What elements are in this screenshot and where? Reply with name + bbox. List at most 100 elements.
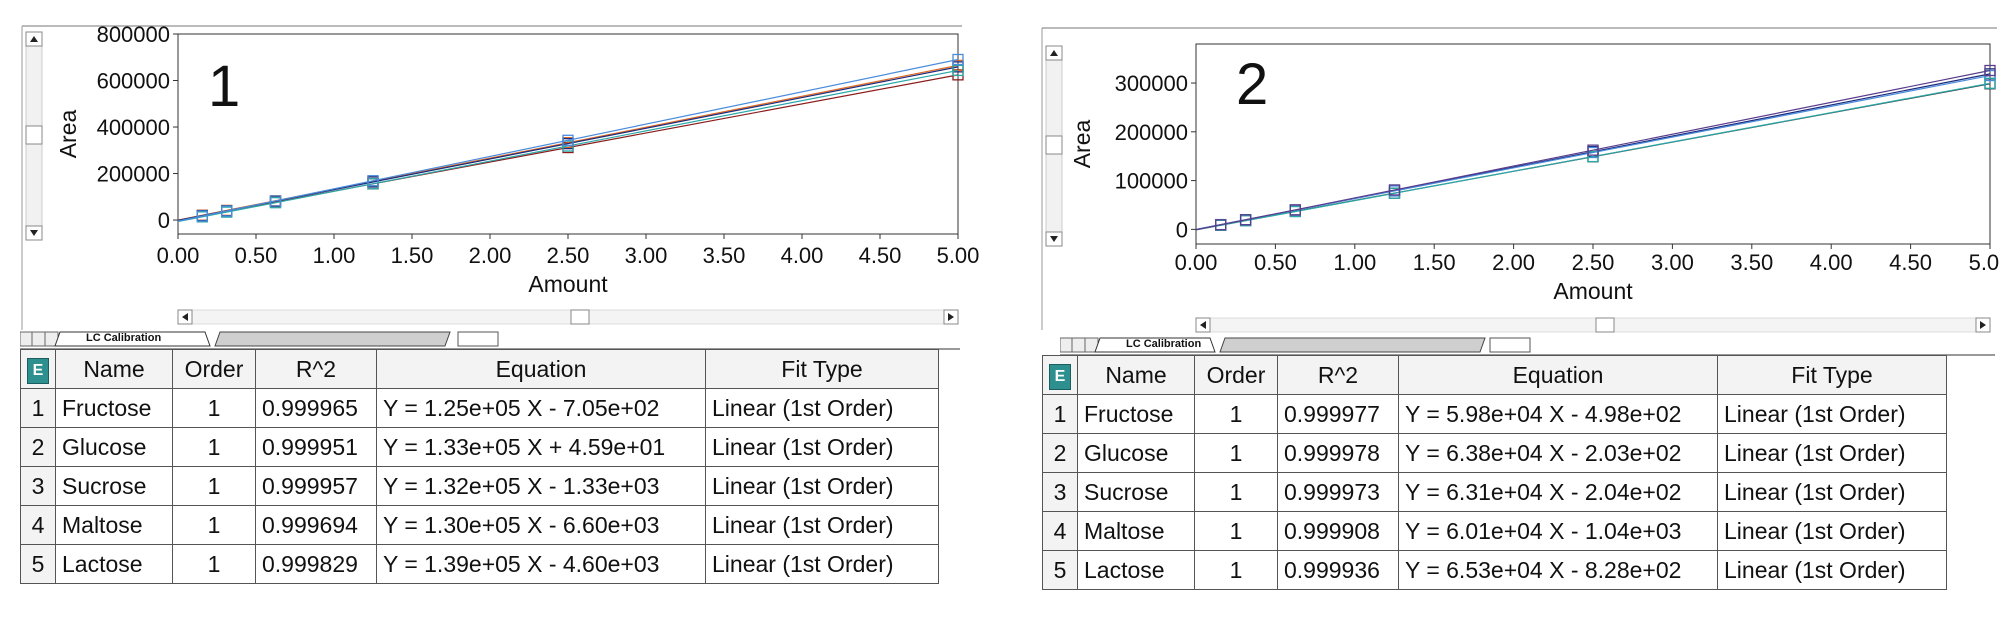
tab-lc-calibration[interactable]: LC Calibration — [86, 332, 162, 344]
scroll-up-icon — [30, 36, 38, 42]
calibration-panel-1: 0.00 0.50 1.00 1.50 2.00 2.50 3.00 3.50 4.00 4.50… — [0, 0, 979, 618]
column-header-order[interactable]: Order — [1194, 355, 1278, 395]
cell-name: Maltose — [55, 505, 173, 545]
column-header-equation[interactable]: Equation — [376, 349, 706, 389]
column-header-fit-type[interactable]: Fit Type — [1717, 355, 1947, 395]
table-settings-icon[interactable]: E — [27, 358, 49, 384]
y-tick-label: 100000 — [1115, 169, 1188, 194]
column-header-name[interactable]: Name — [1077, 355, 1195, 395]
data-point-marker — [1239, 214, 1252, 226]
table-row[interactable]: 4 Maltose 1 0.999694 Y = 1.30e+05 X - 6.… — [20, 505, 939, 545]
table-header-row: E Name Order R^2 Equation Fit Type — [20, 349, 939, 389]
vertical-scroll-thumb[interactable] — [1045, 135, 1063, 155]
x-tick-label: 4.50 — [1889, 250, 1932, 275]
scroll-down-icon — [30, 230, 38, 236]
table-row[interactable]: 2 Glucose 1 0.999978 Y = 6.38e+04 X - 2.… — [1042, 433, 1947, 473]
x-axis-title: Amount — [528, 271, 608, 297]
data-point-marker — [1587, 144, 1599, 156]
row-number: 5 — [1042, 550, 1078, 590]
cell-r2: 0.999936 — [1277, 550, 1399, 590]
cell-name: Sucrose — [55, 466, 173, 506]
cell-equation: Y = 6.53e+04 X - 8.28e+02 — [1398, 550, 1718, 590]
x-tick-label: 3.50 — [1730, 250, 1773, 275]
data-point-marker — [1984, 77, 1996, 89]
cell-fit-type: Linear (1st Order) — [705, 544, 939, 584]
vertical-scroll-thumb[interactable] — [25, 125, 43, 145]
x-tick-label: 4.00 — [1810, 250, 1853, 275]
horizontal-scroll-thumb[interactable] — [1595, 317, 1615, 333]
x-tick-label: 0.50 — [235, 243, 278, 268]
y-tick-label: 800000 — [97, 22, 170, 47]
cell-fit-type: Linear (1st Order) — [1717, 394, 1947, 434]
cell-r2: 0.999978 — [1277, 433, 1399, 473]
calibration-chart-1: 0.00 0.50 1.00 1.50 2.00 2.50 3.00 3.50 4.00 4.50… — [21, 22, 979, 330]
data-point-marker — [1984, 64, 1996, 77]
horizontal-scroll-thumb[interactable] — [570, 309, 590, 325]
column-header-order[interactable]: Order — [172, 349, 256, 389]
x-tick-label: 1.50 — [1413, 250, 1456, 275]
cell-equation: Y = 6.31e+04 X - 2.04e+02 — [1398, 472, 1718, 512]
table-corner[interactable]: E — [1042, 355, 1078, 395]
table-header-row: E Name Order R^2 Equation Fit Type — [1042, 355, 1947, 395]
x-tick-label: 0.00 — [1175, 250, 1218, 275]
cell-order: 1 — [172, 544, 256, 584]
y-tick-label: 600000 — [97, 69, 170, 94]
tab-lc-calibration[interactable]: LC Calibration — [1126, 338, 1202, 350]
y-axis-title: Area — [55, 110, 81, 159]
table-settings-icon[interactable]: E — [1049, 364, 1071, 390]
x-tick-label: 1.00 — [313, 243, 356, 268]
table-corner[interactable]: E — [20, 349, 56, 389]
calibration-chart-2: 0.00 0.50 1.00 1.50 2.00 2.50 3.00 3.50 4.00 4.50… — [1041, 27, 2000, 333]
y-tick-label: 200000 — [97, 162, 170, 187]
cell-r2: 0.999829 — [255, 544, 377, 584]
cell-equation: Y = 1.32e+05 X - 1.33e+03 — [376, 466, 706, 506]
horizontal-scrollbar[interactable] — [177, 309, 959, 325]
cell-name: Lactose — [55, 544, 173, 584]
scroll-left-icon — [182, 313, 188, 321]
horizontal-scrollbar[interactable] — [1195, 317, 1991, 333]
row-number: 5 — [20, 544, 56, 584]
x-tick-label: 5.00 — [937, 243, 980, 268]
y-tick-label: 300000 — [1115, 71, 1188, 96]
scroll-left-icon — [1200, 321, 1206, 329]
cell-r2: 0.999977 — [1277, 394, 1399, 434]
table-row[interactable]: 5 Lactose 1 0.999829 Y = 1.39e+05 X - 4.… — [20, 544, 939, 584]
data-point-marker — [1587, 150, 1599, 163]
cell-order: 1 — [1194, 433, 1278, 473]
column-header-equation[interactable]: Equation — [1398, 355, 1718, 395]
x-tick-label: 3.00 — [625, 243, 668, 268]
cell-name: Sucrose — [1077, 472, 1195, 512]
table-row[interactable]: 1 Fructose 1 0.999977 Y = 5.98e+04 X - 4… — [1042, 394, 1947, 434]
x-tick-label: 1.00 — [1333, 250, 1376, 275]
sheet-tab-strip: LC Calibration — [1060, 334, 1995, 356]
row-number: 1 — [20, 388, 56, 428]
table-row[interactable]: 2 Glucose 1 0.999951 Y = 1.33e+05 X + 4.… — [20, 427, 939, 467]
data-point-marker — [562, 140, 574, 152]
x-tick-label: 2.50 — [547, 243, 590, 268]
calibration-table-2: E Name Order R^2 Equation Fit Type 1 Fru… — [1042, 355, 1947, 590]
row-number: 1 — [1042, 394, 1078, 434]
row-number: 2 — [1042, 433, 1078, 473]
data-point-marker — [1289, 204, 1301, 216]
column-header-name[interactable]: Name — [55, 349, 173, 389]
column-header-r2[interactable]: R^2 — [1277, 355, 1399, 395]
calibration-line-4 — [1195, 82, 1991, 231]
sheet-tab-strip: LC Calibration — [20, 328, 960, 350]
y-tick-label: 0 — [1176, 217, 1188, 242]
column-header-fit-type[interactable]: Fit Type — [705, 349, 939, 389]
plot-area — [1195, 43, 1991, 245]
cell-r2: 0.999908 — [1277, 511, 1399, 551]
panel-number-label: 1 — [208, 54, 240, 119]
x-tick-label: 1.50 — [391, 243, 434, 268]
column-header-r2[interactable]: R^2 — [255, 349, 377, 389]
calibration-line-5 — [177, 58, 959, 222]
table-row[interactable]: 3 Sucrose 1 0.999973 Y = 6.31e+04 X - 2.… — [1042, 472, 1947, 512]
table-row[interactable]: 4 Maltose 1 0.999908 Y = 6.01e+04 X - 1.… — [1042, 511, 1947, 551]
cell-order: 1 — [1194, 550, 1278, 590]
table-row[interactable]: 5 Lactose 1 0.999936 Y = 6.53e+04 X - 8.… — [1042, 550, 1947, 590]
row-number: 2 — [20, 427, 56, 467]
table-row[interactable]: 1 Fructose 1 0.999965 Y = 1.25e+05 X - 7… — [20, 388, 939, 428]
cell-order: 1 — [1194, 511, 1278, 551]
data-point-marker — [221, 205, 233, 217]
table-row[interactable]: 3 Sucrose 1 0.999957 Y = 1.32e+05 X - 1.… — [20, 466, 939, 506]
